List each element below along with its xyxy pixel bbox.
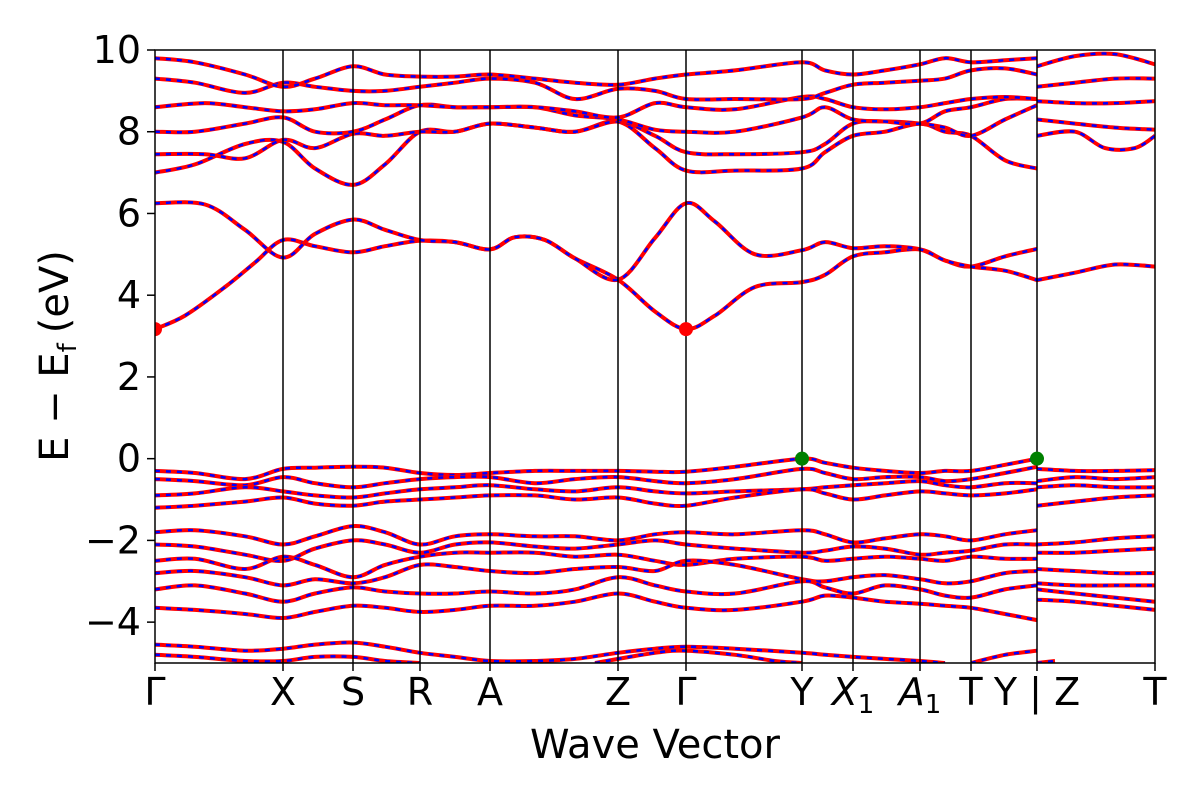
band-line-dashed: [970, 649, 1038, 663]
x-tick-label: R: [407, 670, 433, 714]
k-point-lines: [282, 50, 1038, 663]
band-line-solid: [1036, 129, 1155, 152]
x-tick-label: A: [477, 670, 503, 714]
x-tick-label: Γ: [144, 670, 165, 714]
x-tick-label: Γ: [675, 670, 696, 714]
band-line-dashed: [155, 641, 946, 663]
band-line-dashed: [594, 649, 803, 663]
cbm-marker: [679, 322, 693, 337]
vbm-marker: [795, 451, 809, 466]
band-line-dashed: [1036, 598, 1155, 612]
x-tick-label: X: [270, 670, 296, 714]
x-tick-label: Z: [605, 670, 631, 714]
x-tick-label: X1: [830, 670, 875, 720]
y-tick-label: 0: [117, 437, 141, 481]
band-line-dashed: [1036, 118, 1155, 131]
y-tick-label: −2: [85, 518, 141, 562]
band-line-dashed: [1036, 263, 1155, 282]
y-axis-title-subscript: f: [53, 342, 83, 352]
y-tick-label: 4: [117, 273, 141, 317]
band-line-dashed: [1036, 130, 1155, 152]
band-line-dashed: [1036, 535, 1155, 546]
band-line-dashed: [155, 653, 421, 663]
band-line-dashed: [1036, 467, 1155, 473]
cbm-marker: [155, 322, 162, 337]
band-line-solid: [155, 234, 1038, 332]
y-tick-label: 2: [117, 355, 141, 399]
band-line-dashed: [1036, 77, 1155, 89]
y-axis-title-main: E − E: [32, 352, 78, 462]
x-tick-label: S: [341, 670, 365, 714]
band-lines: [155, 51, 1155, 663]
y-tick-label: 10: [93, 28, 141, 72]
band-line-dashed: [1036, 483, 1155, 489]
x-tick-label: T: [958, 670, 983, 714]
band-line-dashed: [1036, 588, 1155, 603]
band-line-solid: [155, 119, 1038, 187]
x-tick-label: A1: [896, 670, 942, 720]
extrema-markers: [155, 322, 1044, 466]
band-line-dashed: [1036, 99, 1155, 105]
band-line-dashed: [1036, 494, 1155, 507]
x-axis-title: Wave Vector: [530, 722, 781, 768]
y-tick-label: −4: [85, 600, 141, 644]
band-line-dashed: [155, 524, 1038, 546]
band-line-solid: [1036, 262, 1155, 283]
x-tick-label: T: [1142, 670, 1167, 714]
band-line-dashed: [1036, 582, 1155, 587]
band-line-dashed: [1036, 547, 1155, 555]
band-line-dashed: [155, 200, 1038, 282]
band-line-dashed: [155, 119, 1038, 187]
band-line-dashed: [155, 235, 1038, 331]
vbm-marker: [1030, 451, 1044, 466]
y-tick-label: 6: [117, 191, 141, 235]
band-line-dashed: [1036, 475, 1155, 483]
y-axis-title-unit: (eV): [32, 250, 78, 333]
band-line-dashed: [155, 56, 1038, 89]
x-tick-label: Y: [789, 670, 814, 714]
band-line-dashed: [1036, 52, 1155, 68]
plot-frame: [154, 49, 1156, 664]
y-axis-ticks: −4 −2 0 2 4 6 8 10: [85, 28, 155, 644]
y-axis-title: E − Ef (eV): [32, 250, 83, 462]
x-tick-label: Y | Z: [993, 670, 1080, 715]
y-tick-label: 8: [117, 110, 141, 154]
band-line-dashed: [1036, 567, 1155, 575]
